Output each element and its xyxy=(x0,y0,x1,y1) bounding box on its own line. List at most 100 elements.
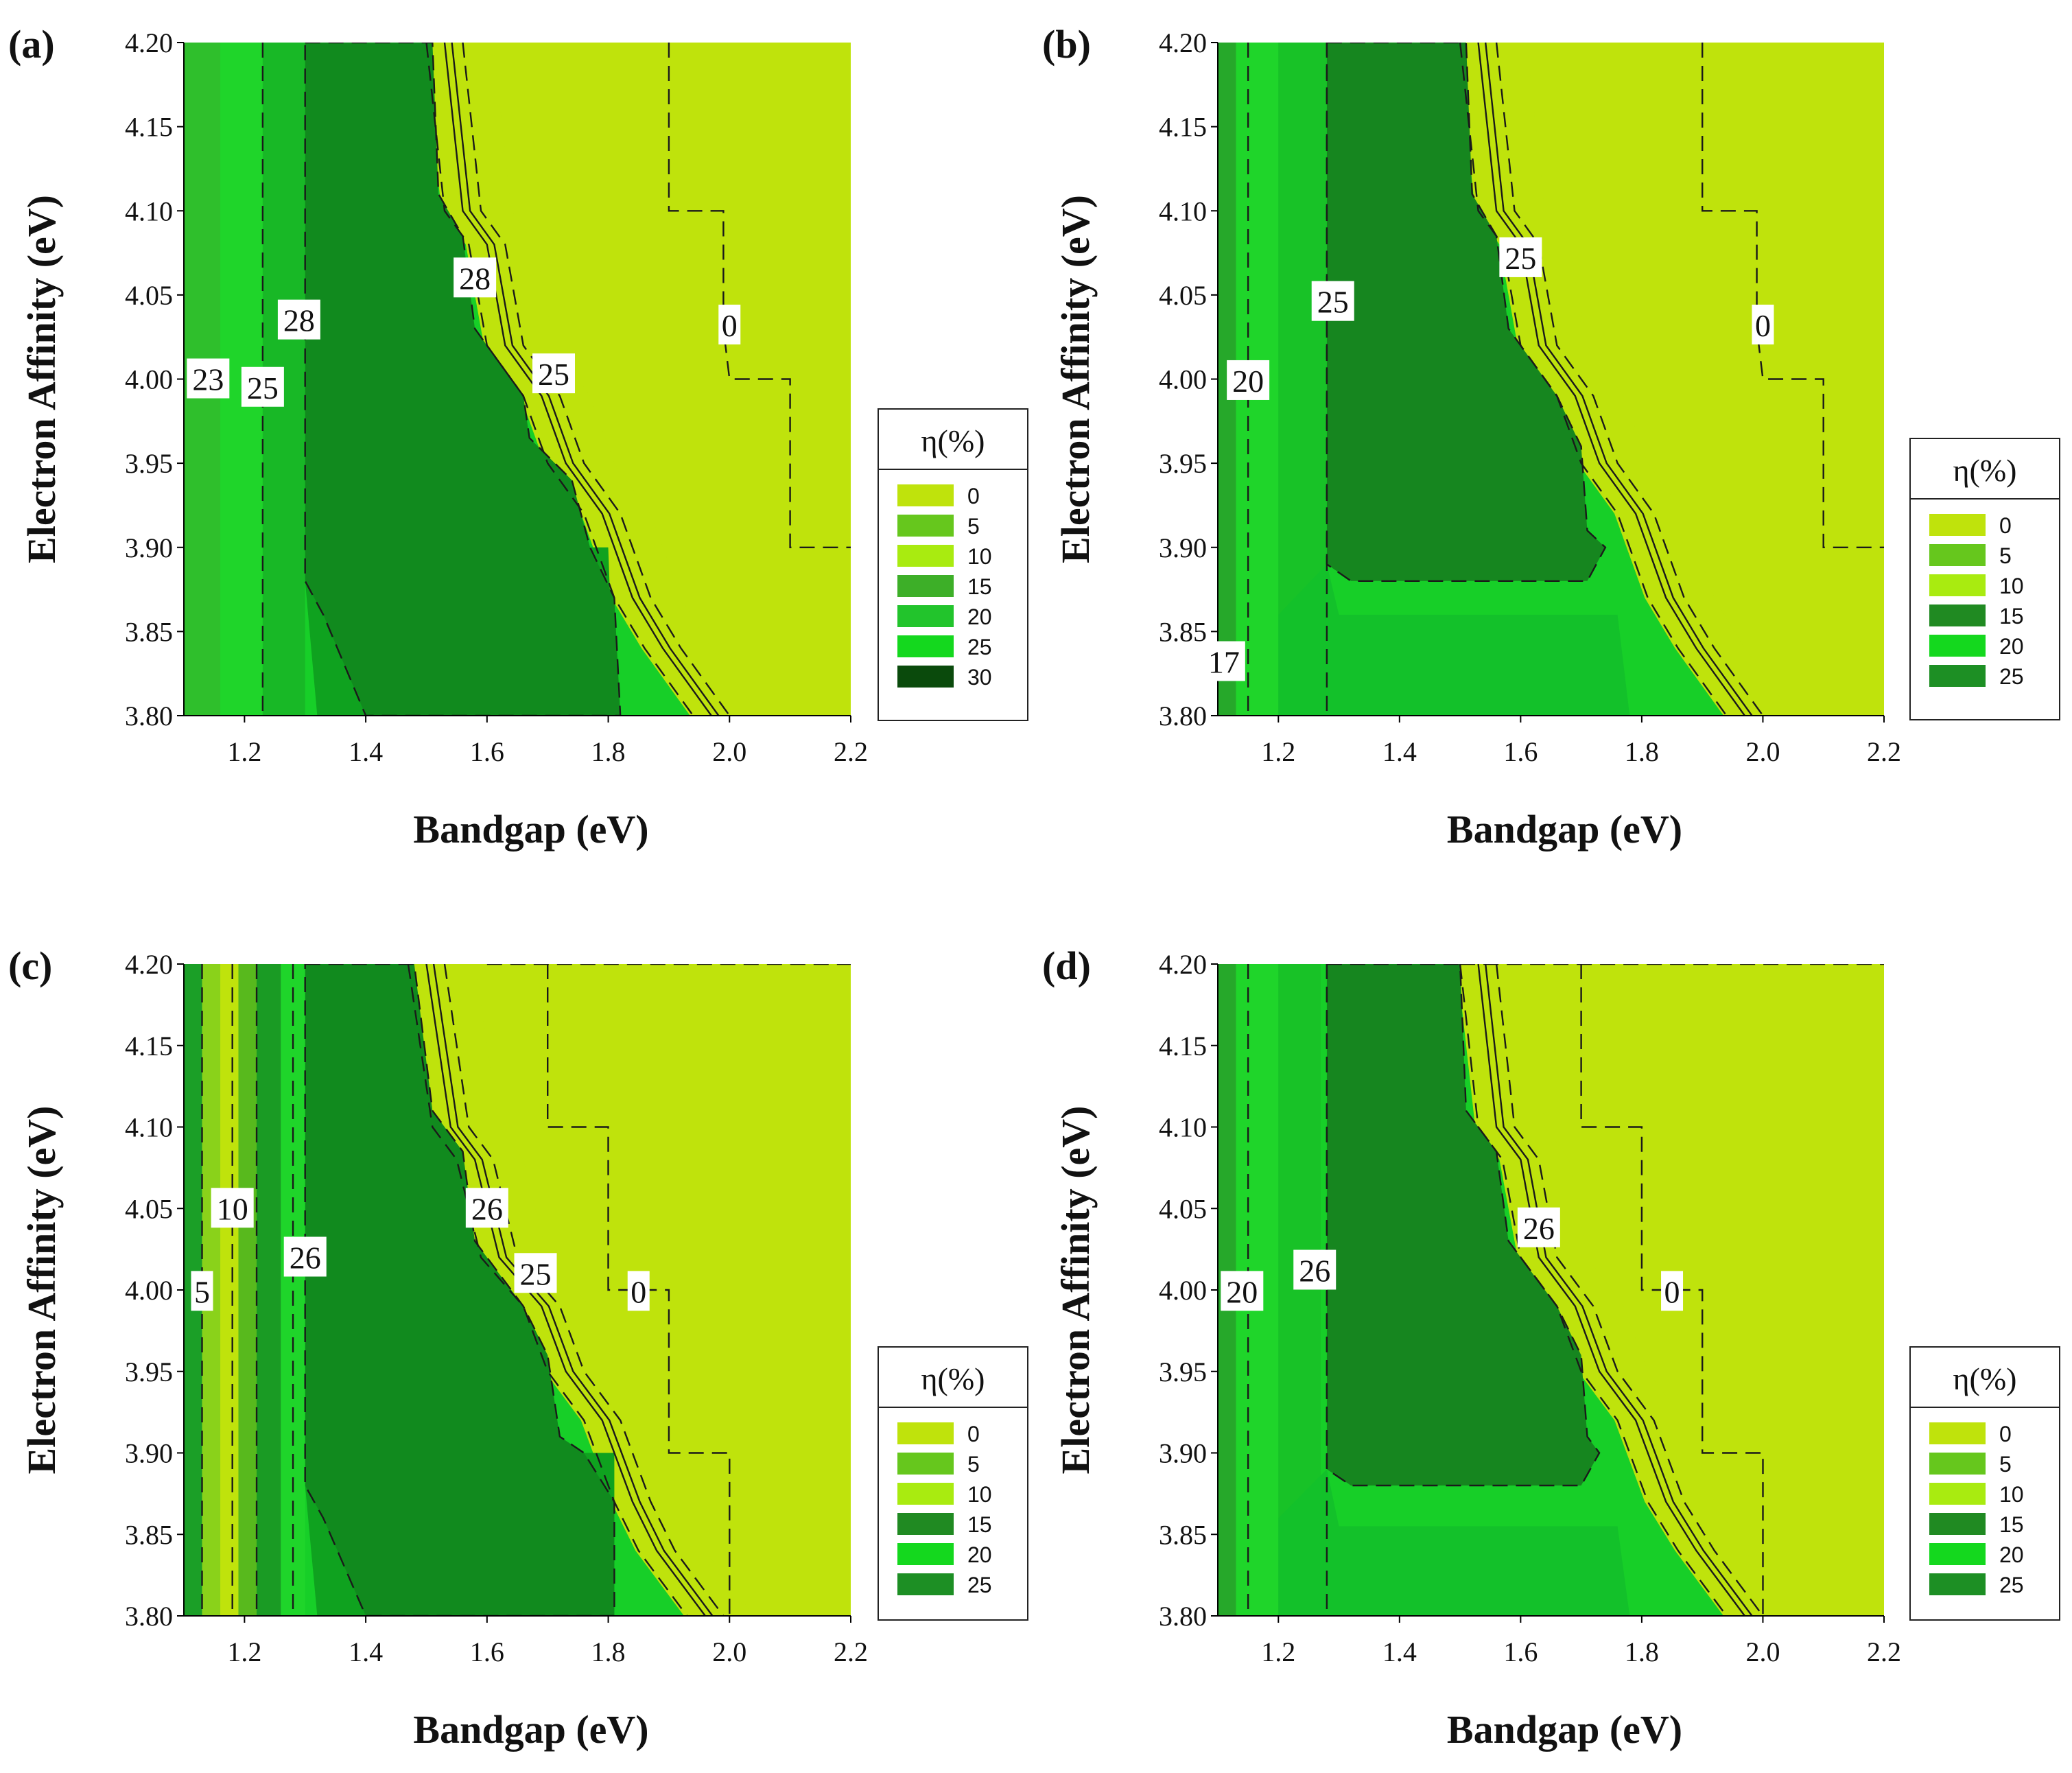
y-tick-label: 3.95 xyxy=(1159,1357,1207,1387)
contour-label: 26 xyxy=(1523,1211,1555,1246)
legend-swatch xyxy=(1929,1513,1986,1535)
x-tick-label: 2.0 xyxy=(1745,736,1780,767)
legend-level: 10 xyxy=(967,544,992,569)
contour-label-box xyxy=(454,257,497,298)
contour-label: 26 xyxy=(471,1191,503,1226)
contour-label-box xyxy=(1293,1249,1337,1290)
contour-label: 25 xyxy=(520,1256,552,1291)
legend-level: 25 xyxy=(1999,1573,2024,1597)
contour-label-box xyxy=(1221,1271,1264,1311)
legend-level: 0 xyxy=(1999,1422,2012,1446)
legend: η(%) 0 5 10 15 20 25 xyxy=(1909,438,2060,720)
contour-fill-zero xyxy=(475,964,851,1616)
legend-level: 0 xyxy=(1999,513,2012,538)
contour-fill-band xyxy=(238,964,257,1616)
contour-line-zero xyxy=(668,43,851,548)
contour-line xyxy=(1326,43,1607,582)
x-tick-label: 2.2 xyxy=(834,736,868,767)
contour-label: 20 xyxy=(1232,364,1264,399)
contour-line xyxy=(304,43,622,716)
y-tick-label: 3.80 xyxy=(125,1601,173,1632)
contour-label: 26 xyxy=(290,1241,321,1276)
y-tick-label: 3.90 xyxy=(125,1438,173,1469)
x-tick-label: 1.2 xyxy=(1261,736,1295,767)
y-axis-label: Electron Affinity (eV) xyxy=(1053,195,1098,563)
x-axis-label: Bandgap (eV) xyxy=(1447,1707,1682,1752)
contour-label: 20 xyxy=(1226,1274,1258,1309)
x-tick-label: 1.8 xyxy=(1625,1636,1659,1667)
contour-line xyxy=(443,964,725,1616)
contour-fill-peak xyxy=(1326,43,1605,581)
legend-title: η(%) xyxy=(921,423,985,458)
legend-swatch xyxy=(1929,635,1986,657)
contour-label-box xyxy=(532,353,576,394)
contour-line xyxy=(1477,43,1745,716)
contour-fill-peak xyxy=(305,964,615,1616)
contour-line xyxy=(1495,964,1764,1616)
contour-label: 10 xyxy=(217,1191,248,1226)
contour-label: 17 xyxy=(1208,645,1240,680)
legend-swatch xyxy=(1929,514,1986,536)
legend: η(%) 0 5 10 15 20 25 xyxy=(1909,1346,2060,1621)
contour-line xyxy=(1459,964,1728,1616)
contour-line xyxy=(304,964,615,1616)
legend-level: 10 xyxy=(967,1482,992,1507)
contour-line xyxy=(425,964,706,1616)
y-tick-label: 3.90 xyxy=(1159,532,1207,563)
x-tick-label: 2.0 xyxy=(712,736,746,767)
contour-label-box xyxy=(1517,1207,1560,1247)
contour-label-box xyxy=(627,1271,650,1311)
contour-line xyxy=(443,43,712,716)
contour-label: 0 xyxy=(1755,308,1771,343)
contour-label: 25 xyxy=(1505,241,1536,276)
panel-d: 3.80 3.85 3.90 3.95 4.00 4.05 4.10 4.15 4.20 1.2 1… xyxy=(1042,943,2060,1752)
y-tick-label: 4.20 xyxy=(1159,27,1207,58)
y-tick-label: 3.85 xyxy=(125,616,173,647)
panel-c: 3.80 3.85 3.90 3.95 4.00 4.05 4.10 4.15 4.20 1.2 1… xyxy=(8,943,1028,1752)
y-tick-label: 4.10 xyxy=(1159,196,1207,226)
contour-line xyxy=(407,964,688,1616)
y-tick-label: 4.05 xyxy=(1159,280,1207,311)
x-tick-label: 1.6 xyxy=(470,736,504,767)
contour-label-box xyxy=(1311,281,1354,321)
x-tick-label: 1.8 xyxy=(1625,736,1659,767)
contour-line xyxy=(425,43,694,716)
legend-level: 25 xyxy=(967,1573,992,1597)
y-tick-label: 3.80 xyxy=(1159,1601,1207,1632)
contour-plot xyxy=(184,43,851,716)
contour-line xyxy=(432,964,714,1616)
legend-level: 10 xyxy=(1999,1482,2024,1507)
contour-line xyxy=(1485,964,1753,1616)
contour-label-box xyxy=(514,1253,557,1293)
y-tick-label: 3.90 xyxy=(125,532,173,563)
y-tick-label: 3.90 xyxy=(1159,1438,1207,1469)
panel-label: (d) xyxy=(1042,943,1091,988)
x-tick-label: 2.0 xyxy=(712,1636,746,1667)
contour-line xyxy=(1477,964,1745,1616)
contour-fill-peak xyxy=(1326,964,1600,1486)
contour-label: 5 xyxy=(194,1274,210,1309)
contour-label: 26 xyxy=(1299,1254,1330,1289)
y-tick-label: 4.05 xyxy=(125,1193,173,1224)
y-axis-label: Electron Affinity (eV) xyxy=(19,1106,64,1475)
contour-line xyxy=(451,43,720,716)
legend-swatch xyxy=(897,1543,954,1565)
panel-label: (a) xyxy=(8,22,55,67)
legend-swatch xyxy=(1929,665,1986,687)
y-tick-label: 4.15 xyxy=(125,1031,173,1061)
x-tick-label: 1.4 xyxy=(1382,736,1417,767)
x-axis-label: Bandgap (eV) xyxy=(413,1707,648,1752)
x-tick-label: 1.2 xyxy=(227,1636,261,1667)
contour-label-box xyxy=(1227,360,1270,400)
x-tick-label: 1.4 xyxy=(349,736,383,767)
panel-label: (b) xyxy=(1042,22,1091,67)
legend-level: 25 xyxy=(967,635,992,659)
contour-plot xyxy=(1218,43,1884,716)
contour-line-zero xyxy=(547,964,731,1616)
legend-swatch xyxy=(1929,1543,1986,1565)
x-tick-label: 1.8 xyxy=(591,736,626,767)
legend-level: 15 xyxy=(1999,1512,2024,1537)
legend-level: 0 xyxy=(967,1422,980,1446)
contour-label: 25 xyxy=(247,371,279,406)
